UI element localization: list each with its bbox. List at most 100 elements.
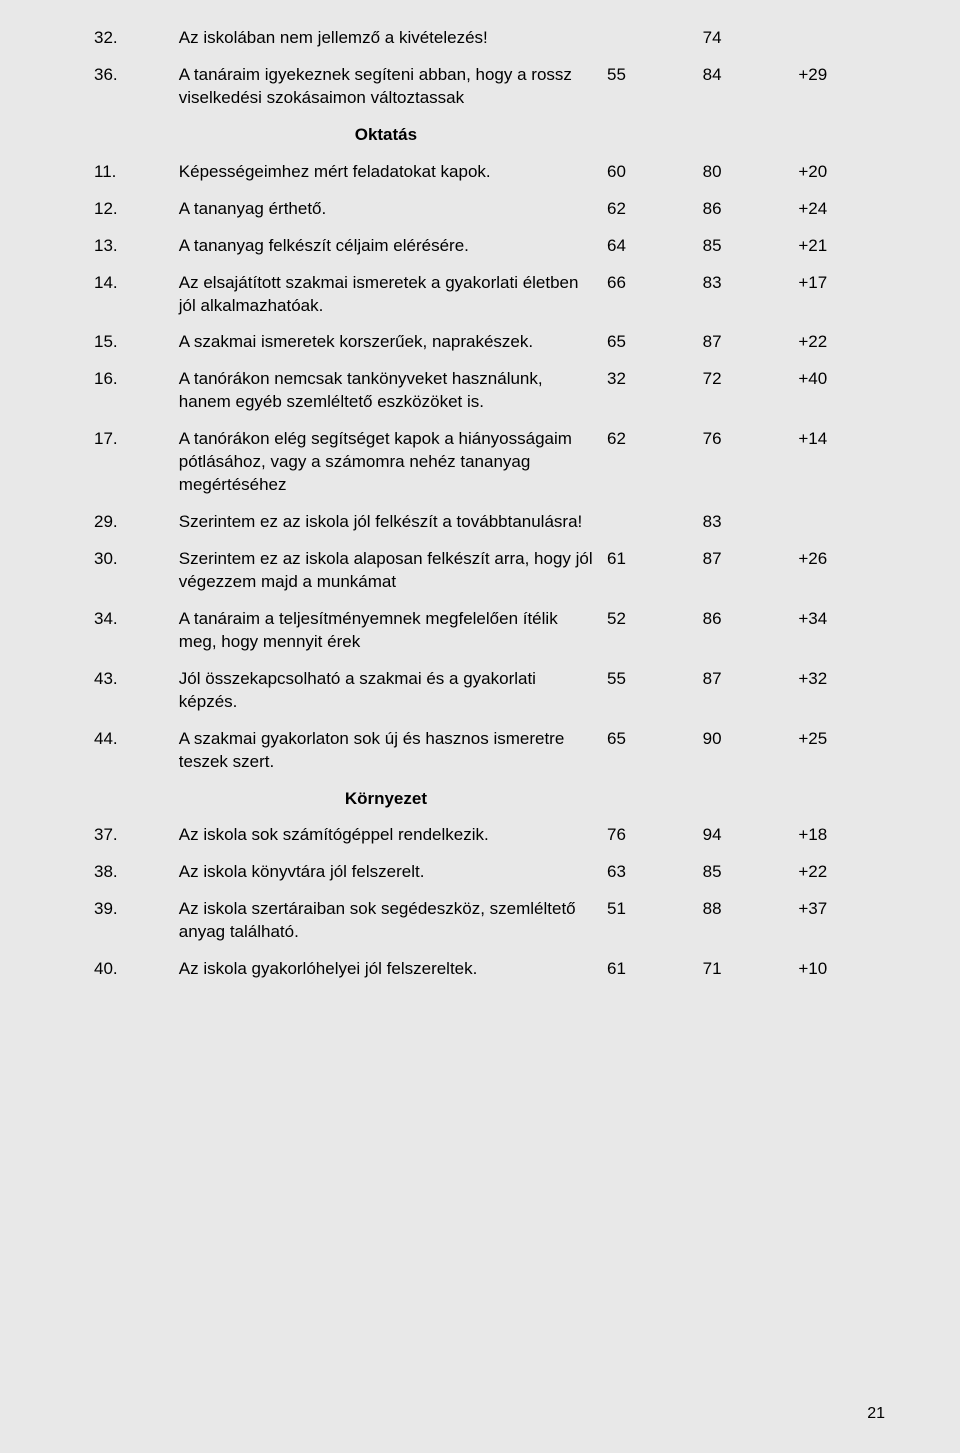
value-col-2: 85 — [699, 228, 795, 265]
row-text: Az iskola szertáraiban sok segédeszköz, … — [175, 891, 603, 951]
value-col-2: 86 — [699, 601, 795, 661]
value-col-1: 52 — [603, 601, 699, 661]
row-text: Az elsajátított szakmai ismeretek a gyak… — [175, 265, 603, 325]
table-row: 39.Az iskola szertáraiban sok segédeszkö… — [90, 891, 890, 951]
value-col-1: 62 — [603, 191, 699, 228]
row-number: 44. — [90, 721, 175, 781]
table-row: 36.A tanáraim igyekeznek segíteni abban,… — [90, 57, 890, 117]
row-text: A szakmai gyakorlaton sok új és hasznos … — [175, 721, 603, 781]
value-col-3: +34 — [794, 601, 890, 661]
table-row: 16.A tanórákon nemcsak tankönyveket hasz… — [90, 361, 890, 421]
value-col-2: 71 — [699, 951, 795, 988]
page-number: 21 — [867, 1405, 885, 1423]
table-row: 44.A szakmai gyakorlaton sok új és haszn… — [90, 721, 890, 781]
table-row: 29.Szerintem ez az iskola jól felkészít … — [90, 504, 890, 541]
value-col-1: 61 — [603, 541, 699, 601]
value-col-3: +18 — [794, 817, 890, 854]
row-text: A szakmai ismeretek korszerűek, naprakés… — [175, 324, 603, 361]
value-col-2: 88 — [699, 891, 795, 951]
value-col-1: 60 — [603, 154, 699, 191]
row-number: 32. — [90, 20, 175, 57]
table-row: 11.Képességeimhez mért feladatokat kapok… — [90, 154, 890, 191]
value-col-2: 87 — [699, 541, 795, 601]
value-col-3: +40 — [794, 361, 890, 421]
value-col-3: +26 — [794, 541, 890, 601]
value-col-1: 64 — [603, 228, 699, 265]
row-text: Az iskola gyakorlóhelyei jól felszerelte… — [175, 951, 603, 988]
section-heading: Környezet — [175, 781, 603, 818]
row-number: 40. — [90, 951, 175, 988]
section-heading: Oktatás — [175, 117, 603, 154]
value-col-1 — [603, 20, 699, 57]
row-text: A tanórákon elég segítséget kapok a hián… — [175, 421, 603, 504]
table-row: Környezet — [90, 781, 890, 818]
value-col-3: +22 — [794, 854, 890, 891]
value-col-1: 76 — [603, 817, 699, 854]
value-col-1: 62 — [603, 421, 699, 504]
table-row: 32.Az iskolában nem jellemző a kivételez… — [90, 20, 890, 57]
row-number: 14. — [90, 265, 175, 325]
value-col-2: 85 — [699, 854, 795, 891]
row-number: 11. — [90, 154, 175, 191]
table-row: 38.Az iskola könyvtára jól felszerelt.63… — [90, 854, 890, 891]
value-col-2: 72 — [699, 361, 795, 421]
value-col-1: 55 — [603, 57, 699, 117]
value-col-1 — [603, 504, 699, 541]
value-col-3: +20 — [794, 154, 890, 191]
row-number: 36. — [90, 57, 175, 117]
survey-table: 32.Az iskolában nem jellemző a kivételez… — [90, 20, 890, 988]
value-col-1: 63 — [603, 854, 699, 891]
row-text: Képességeimhez mért feladatokat kapok. — [175, 154, 603, 191]
value-col-2: 94 — [699, 817, 795, 854]
table-row: 30.Szerintem ez az iskola alaposan felké… — [90, 541, 890, 601]
row-number: 30. — [90, 541, 175, 601]
row-text: Az iskola könyvtára jól felszerelt. — [175, 854, 603, 891]
row-number: 29. — [90, 504, 175, 541]
row-text: A tanáraim a teljesítményemnek megfelelő… — [175, 601, 603, 661]
value-col-3: +14 — [794, 421, 890, 504]
row-text: A tananyag érthető. — [175, 191, 603, 228]
table-row: 17.A tanórákon elég segítséget kapok a h… — [90, 421, 890, 504]
table-row: 37.Az iskola sok számítógéppel rendelkez… — [90, 817, 890, 854]
row-text: A tanórákon nemcsak tankönyveket használ… — [175, 361, 603, 421]
value-col-2: 87 — [699, 324, 795, 361]
value-col-2: 86 — [699, 191, 795, 228]
table-row: 13.A tananyag felkészít céljaim elérésér… — [90, 228, 890, 265]
table-row: 34.A tanáraim a teljesítményemnek megfel… — [90, 601, 890, 661]
value-col-3: +10 — [794, 951, 890, 988]
value-col-1: 51 — [603, 891, 699, 951]
row-text: Az iskolában nem jellemző a kivételezés! — [175, 20, 603, 57]
value-col-3: +21 — [794, 228, 890, 265]
value-col-2: 84 — [699, 57, 795, 117]
value-col-3: +29 — [794, 57, 890, 117]
row-number — [90, 781, 175, 818]
value-col-1: 32 — [603, 361, 699, 421]
table-row: 43.Jól összekapcsolható a szakmai és a g… — [90, 661, 890, 721]
row-number: 34. — [90, 601, 175, 661]
value-col-2: 74 — [699, 20, 795, 57]
row-number: 43. — [90, 661, 175, 721]
value-col-1: 61 — [603, 951, 699, 988]
row-text: A tanáraim igyekeznek segíteni abban, ho… — [175, 57, 603, 117]
value-col-3: +22 — [794, 324, 890, 361]
table-row: 40.Az iskola gyakorlóhelyei jól felszere… — [90, 951, 890, 988]
value-col-1: 55 — [603, 661, 699, 721]
row-text: A tananyag felkészít céljaim elérésére. — [175, 228, 603, 265]
row-text: Szerintem ez az iskola alaposan felkészí… — [175, 541, 603, 601]
row-number: 16. — [90, 361, 175, 421]
row-text: Szerintem ez az iskola jól felkészít a t… — [175, 504, 603, 541]
value-col-2: 87 — [699, 661, 795, 721]
table-row: 15.A szakmai ismeretek korszerűek, napra… — [90, 324, 890, 361]
row-number: 38. — [90, 854, 175, 891]
value-col-2: 90 — [699, 721, 795, 781]
value-col-3: +24 — [794, 191, 890, 228]
value-col-3: +17 — [794, 265, 890, 325]
row-number: 13. — [90, 228, 175, 265]
row-number: 37. — [90, 817, 175, 854]
row-text: Az iskola sok számítógéppel rendelkezik. — [175, 817, 603, 854]
document-page: 32.Az iskolában nem jellemző a kivételez… — [0, 0, 960, 1453]
table-row: 12.A tananyag érthető.6286+24 — [90, 191, 890, 228]
value-col-3: +32 — [794, 661, 890, 721]
value-col-3: +25 — [794, 721, 890, 781]
value-col-3 — [794, 20, 890, 57]
